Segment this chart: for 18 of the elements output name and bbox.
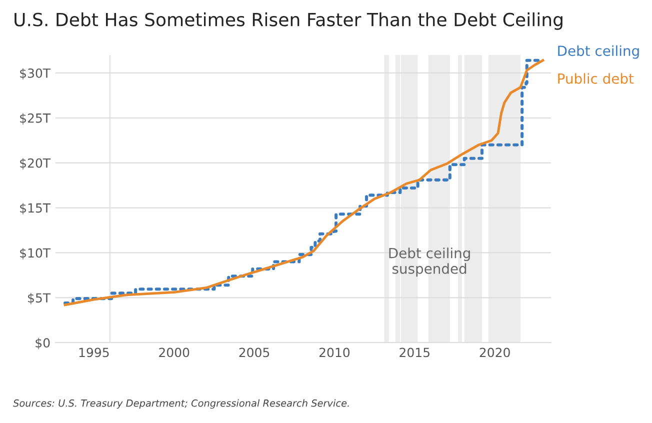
y-tick-label: $10T <box>20 248 51 260</box>
y-tick-label: $30T <box>20 68 51 80</box>
x-tick-label: 2010 <box>319 348 350 358</box>
annotation: Debt ceiling suspended <box>389 248 470 277</box>
y-tick-label: $25T <box>20 113 51 124</box>
x-tick-label: 2000 <box>159 348 190 358</box>
x-tick-label: 2015 <box>400 348 430 358</box>
source-note: Sources: U.S. Treasury Department; Congressional Research Service. <box>13 399 349 409</box>
x-tick-label: 2020 <box>480 348 510 358</box>
y-tick-label: $15T <box>20 203 51 214</box>
x-tick-label: 2005 <box>239 348 270 358</box>
series-label: Debt ceiling <box>558 45 639 59</box>
y-tick-label: $20T <box>20 158 51 170</box>
y-tick-label: $5T <box>28 292 51 304</box>
x-tick-label: 1995 <box>79 348 109 358</box>
chart-title: U.S. Debt Has Sometimes Risen Faster Than the Debt Ceiling <box>14 12 562 30</box>
series-label: Public debt <box>558 73 634 84</box>
y-tick-label: $0 <box>36 338 50 350</box>
